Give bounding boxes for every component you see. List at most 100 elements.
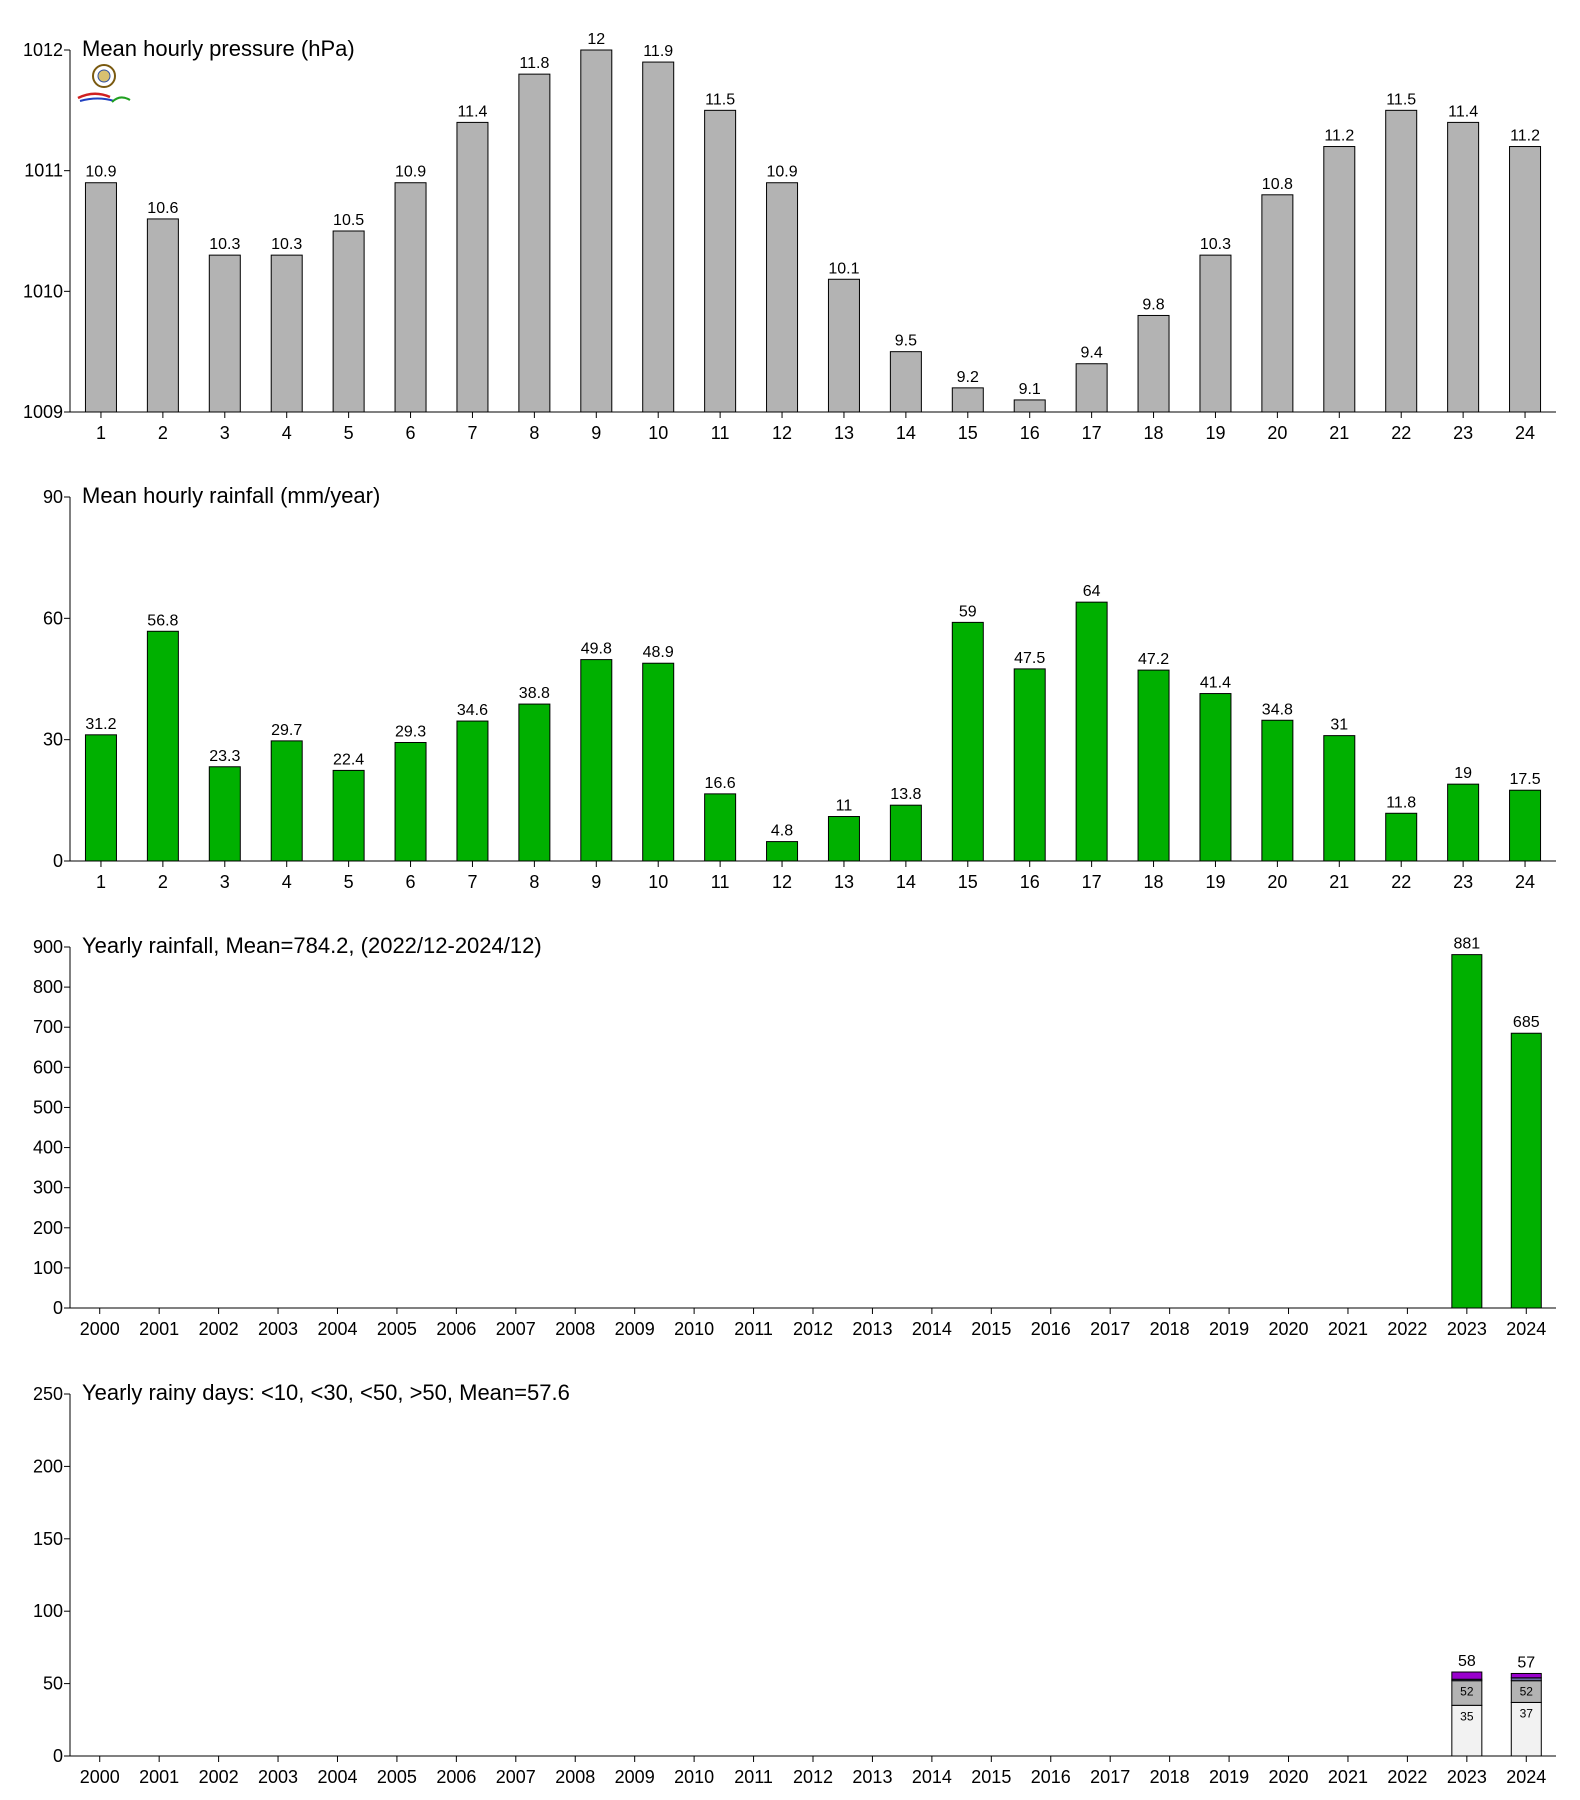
bar [951, 387, 984, 413]
data-label: 10.5 [333, 212, 364, 229]
x-tick-label: 2004 [317, 1319, 357, 1339]
bar [332, 230, 365, 413]
data-label: 9.5 [895, 333, 917, 350]
x-tick-label: 23 [1453, 423, 1473, 443]
bar [951, 621, 984, 862]
data-label: 9.4 [1081, 345, 1103, 362]
y-tick-label: 0 [53, 1746, 63, 1766]
x-tick-label: 5 [344, 423, 354, 443]
x-tick-label: 2007 [496, 1767, 536, 1787]
x-tick-label: 16 [1020, 423, 1040, 443]
data-label: 881 [1453, 936, 1480, 953]
x-tick-label: 2012 [793, 1319, 833, 1339]
bar [208, 254, 241, 413]
x-tick-label: 2009 [615, 1767, 655, 1787]
x-tick-label: 10 [648, 423, 668, 443]
bar [518, 703, 551, 862]
x-tick-label: 2012 [793, 1767, 833, 1787]
data-label: 11.8 [1386, 794, 1416, 811]
data-label: 11.2 [1324, 128, 1354, 145]
stacked-bar-segment [1510, 1701, 1542, 1757]
data-label: 10.3 [209, 236, 240, 253]
chart-title: Mean hourly rainfall (mm/year) [82, 483, 380, 508]
data-label: 56.8 [147, 612, 178, 629]
bar [1385, 109, 1418, 413]
x-tick-label: 18 [1144, 423, 1164, 443]
data-label: 11.4 [1448, 103, 1478, 120]
x-tick-label: 19 [1205, 423, 1225, 443]
x-tick-label: 2020 [1268, 1767, 1308, 1787]
bar [1451, 954, 1483, 1309]
x-tick-label: 20 [1267, 423, 1287, 443]
data-label: 10.3 [1200, 236, 1231, 253]
bar [394, 182, 427, 413]
y-tick-label: 250 [33, 1384, 63, 1404]
bar [1385, 812, 1418, 862]
data-label: 34.8 [1262, 701, 1293, 718]
bar [642, 662, 675, 862]
data-label: 38.8 [519, 685, 550, 702]
x-tick-label: 13 [834, 423, 854, 443]
data-label: 10.9 [395, 164, 426, 181]
x-tick-label: 2011 [734, 1767, 773, 1787]
bar [146, 630, 179, 862]
data-label: 13.8 [890, 786, 921, 803]
bar [1013, 399, 1046, 413]
data-label: 41.4 [1200, 675, 1231, 692]
x-tick-label: 2018 [1150, 1767, 1190, 1787]
bar [1509, 146, 1542, 413]
segment-label: 52 [1520, 1685, 1534, 1699]
x-tick-label: 22 [1391, 872, 1411, 892]
x-tick-label: 21 [1329, 872, 1349, 892]
y-tick-label: 300 [33, 1178, 63, 1198]
x-tick-label: 2008 [555, 1767, 595, 1787]
bar [518, 73, 551, 413]
x-tick-label: 2024 [1506, 1319, 1546, 1339]
total-label: 57 [1517, 1654, 1535, 1671]
bar [456, 121, 489, 413]
segment-label: 52 [1460, 1685, 1474, 1699]
total-label: 58 [1458, 1653, 1476, 1670]
x-tick-label: 15 [958, 872, 978, 892]
bar [84, 182, 117, 413]
data-label: 22.4 [333, 751, 364, 768]
chart-title: Yearly rainy days: <10, <30, <50, >50, M… [82, 1380, 570, 1405]
bar [1447, 121, 1480, 413]
y-tick-label: 0 [53, 1298, 63, 1318]
x-tick-label: 2009 [615, 1319, 655, 1339]
y-tick-label: 400 [33, 1138, 63, 1158]
bar [456, 720, 489, 862]
x-tick-label: 2001 [139, 1767, 179, 1787]
x-tick-label: 2000 [80, 1319, 120, 1339]
data-label: 31.2 [85, 716, 116, 733]
x-tick-label: 2015 [971, 1767, 1011, 1787]
bar [704, 793, 737, 862]
x-tick-label: 7 [467, 423, 477, 443]
data-label: 10.9 [766, 164, 797, 181]
x-tick-label: 19 [1205, 872, 1225, 892]
y-tick-label: 30 [43, 730, 63, 750]
x-tick-label: 2000 [80, 1767, 120, 1787]
bar [1261, 719, 1294, 862]
x-tick-label: 17 [1082, 872, 1102, 892]
bar [1510, 1032, 1542, 1309]
x-tick-label: 3 [220, 872, 230, 892]
data-label: 48.9 [643, 644, 674, 661]
x-tick-label: 2023 [1447, 1319, 1487, 1339]
bar [580, 49, 613, 413]
x-tick-label: 2003 [258, 1319, 298, 1339]
chart-title: Mean hourly pressure (hPa) [82, 36, 355, 61]
data-label: 10.9 [85, 164, 116, 181]
logo-swoosh-green [111, 96, 131, 103]
y-tick-label: 100 [33, 1601, 63, 1621]
x-tick-label: 2008 [555, 1319, 595, 1339]
y-tick-label: 100 [33, 1258, 63, 1278]
y-tick-label: 600 [33, 1057, 63, 1077]
bar [1137, 669, 1170, 862]
x-tick-label: 2002 [199, 1767, 239, 1787]
x-tick-label: 2022 [1387, 1767, 1427, 1787]
data-label: 29.7 [271, 722, 302, 739]
x-tick-label: 8 [529, 872, 539, 892]
data-label: 11.4 [457, 103, 487, 120]
y-tick-label: 150 [33, 1529, 63, 1549]
